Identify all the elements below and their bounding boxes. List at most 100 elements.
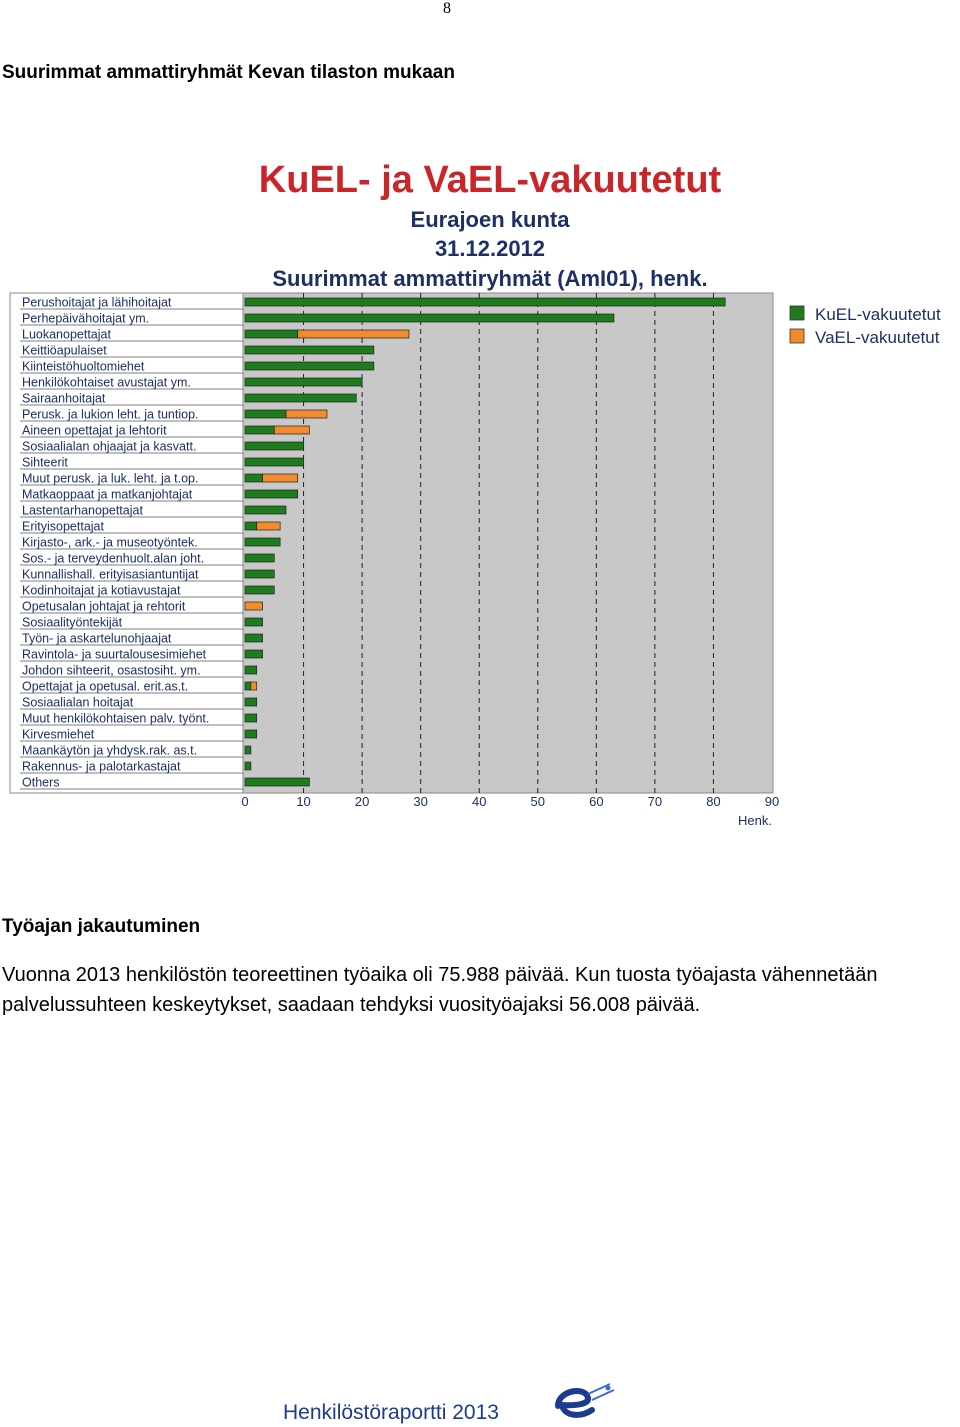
bar: [244, 569, 275, 579]
category-label: Kirvesmiehet: [22, 728, 95, 742]
category-label: Maankäytön ja yhdysk.rak. as.t.: [22, 744, 197, 758]
working-time-paragraph: Vuonna 2013 henkilöstön teoreettinen työ…: [2, 964, 878, 1016]
bar: [244, 457, 304, 467]
category-label: Kirjasto-, ark.- ja museotyöntek.: [22, 536, 198, 550]
chart-title: KuEL- ja VaEL-vakuutetut: [259, 159, 722, 201]
category-label: Sosiaalialan hoitajat: [22, 696, 134, 710]
x-axis-ticks: 0 10 20 30 40 50 60 70 80 90: [241, 794, 779, 809]
x-tick-label: 50: [531, 794, 545, 809]
category-label: Kiinteistöhuoltomiehet: [22, 360, 145, 374]
category-label: Erityisopettajat: [22, 520, 105, 534]
bar: [244, 425, 275, 435]
bar: [244, 489, 299, 499]
category-labels: Perushoitajat ja lähihoitajat Perhepäiväh…: [20, 296, 243, 790]
bar: [244, 617, 263, 627]
category-label: Perushoitajat ja lähihoitajat: [22, 296, 172, 310]
bar: [244, 441, 304, 451]
footer-report-title: Henkilöstöraportti 2013: [283, 1401, 499, 1424]
category-label: Sos.- ja terveydenhuolt.alan joht.: [22, 552, 204, 566]
category-label: Johdon sihteerit, osastosiht. ym.: [22, 664, 201, 678]
page-number: 8: [443, 0, 451, 17]
plot-area: [242, 292, 774, 794]
bar: [244, 297, 726, 307]
category-label: Työn- ja askartelunohjaajat: [22, 632, 172, 646]
category-label: Kodinhoitajat ja kotiavustajat: [22, 584, 181, 598]
category-label: Muut perusk. ja luk. leht. ja t.op.: [22, 472, 198, 486]
bar: [244, 313, 615, 323]
bar: [297, 329, 410, 339]
legend: KuEL-vakuutetut VaEL-vakuutetut: [789, 305, 941, 347]
bar: [244, 585, 275, 595]
bar: [285, 409, 328, 419]
x-tick-label: 40: [472, 794, 486, 809]
category-label: Henkilökohtaiset avustajat ym.: [22, 376, 191, 390]
chart-subtitle-line-2: 31.12.2012: [435, 236, 545, 261]
bar: [244, 505, 287, 515]
bar: [244, 665, 258, 675]
bar: [244, 649, 263, 659]
category-label-panel: [9, 292, 244, 794]
legend-label-vael: VaEL-vakuutetut: [815, 328, 940, 347]
bars: [244, 297, 726, 787]
bar: [244, 521, 258, 531]
x-tick-label: 70: [648, 794, 662, 809]
x-tick-label: 20: [355, 794, 369, 809]
bar: [244, 601, 263, 611]
category-label: Perusk. ja lukion leht. ja tuntiop.: [22, 408, 199, 422]
category-label: Opettajat ja opetusal. erit.as.t.: [22, 680, 188, 694]
x-tick-label: 80: [706, 794, 720, 809]
category-label: Sihteerit: [22, 456, 68, 470]
x-tick-label: 30: [413, 794, 427, 809]
bar: [244, 377, 363, 387]
chart-subtitle-line-1: Eurajoen kunta: [411, 207, 571, 232]
category-label: Matkaoppaat ja matkanjohtajat: [22, 488, 193, 502]
chart-subtitle-line-3: Suurimmat ammattiryhmät (AmI01), henk.: [272, 266, 707, 291]
bar: [244, 409, 287, 419]
category-label: Perhepäivähoitajat ym.: [22, 312, 149, 326]
bar: [244, 393, 357, 403]
category-label: Others: [22, 776, 60, 790]
bar: [244, 361, 375, 371]
bar: [244, 345, 375, 355]
bar: [244, 537, 281, 547]
x-tick-label: 0: [241, 794, 248, 809]
category-label: Opetusalan johtajat ja rehtorit: [22, 600, 186, 614]
keva-e-logo: [555, 1383, 615, 1418]
bar: [244, 553, 275, 563]
bar: [244, 729, 258, 739]
bar: [273, 425, 310, 435]
grid-lines: [303, 293, 714, 793]
bar: [262, 473, 299, 483]
bar: [244, 681, 252, 691]
category-label: Luokanopettajat: [22, 328, 111, 342]
legend-swatch-kuel: [789, 305, 805, 321]
category-label: Muut henkilökohtaisen palv. työnt.: [22, 712, 209, 726]
bar-chart: KuEL- ja VaEL-vakuutetut Eurajoen kunta …: [9, 159, 941, 828]
bar: [244, 745, 252, 755]
bar: [244, 329, 299, 339]
x-axis-label: Henk.: [738, 813, 772, 828]
bar: [244, 713, 258, 723]
section-heading-occupations: Suurimmat ammattiryhmät Kevan tilaston m…: [2, 62, 455, 83]
category-label: Keittiöapulaiset: [22, 344, 107, 358]
bar: [244, 697, 258, 707]
category-label: Sosiaalialan ohjaajat ja kasvatt.: [22, 440, 196, 454]
category-label: Ravintola- ja suurtalousesimiehet: [22, 648, 207, 662]
bar: [256, 521, 281, 531]
section-heading-working-time: Työajan jakautuminen: [2, 916, 201, 937]
category-label: Sairaanhoitajat: [22, 392, 106, 406]
legend-swatch-vael: [789, 328, 805, 344]
bar: [244, 633, 263, 643]
category-label: Kunnallishall. erityisasiantuntijat: [22, 568, 199, 582]
legend-label-kuel: KuEL-vakuutetut: [815, 305, 941, 324]
category-label: Lastentarhanopettajat: [22, 504, 143, 518]
bar: [244, 777, 310, 787]
x-tick-label: 10: [296, 794, 310, 809]
category-label: Rakennus- ja palotarkastajat: [22, 760, 181, 774]
x-tick-label: 60: [589, 794, 603, 809]
bar: [244, 761, 252, 771]
bar: [250, 681, 258, 691]
category-label: Aineen opettajat ja lehtorit: [22, 424, 167, 438]
x-tick-label: 90: [765, 794, 779, 809]
bar: [244, 473, 263, 483]
